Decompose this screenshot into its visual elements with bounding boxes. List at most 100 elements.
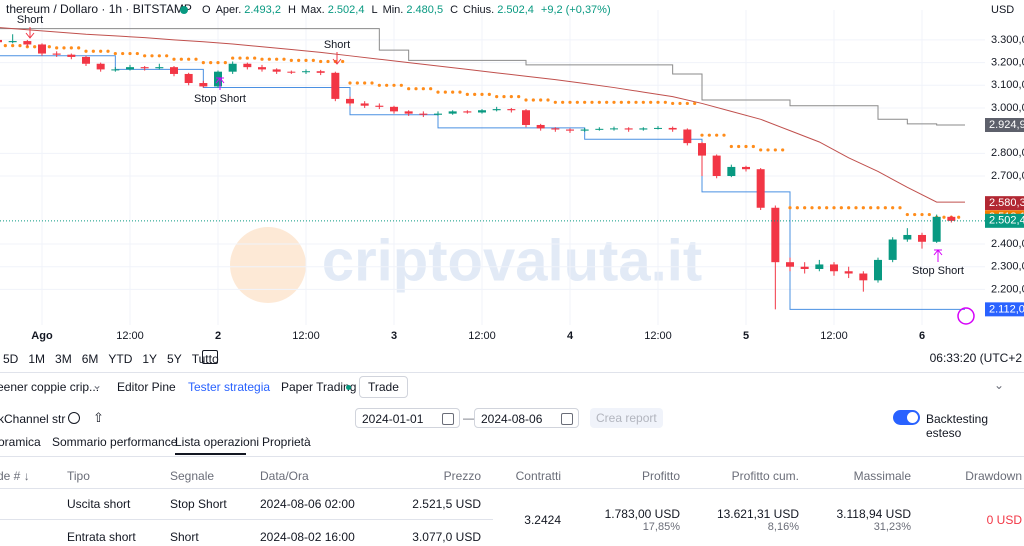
ohlc-text: Min. (383, 4, 404, 16)
date-text: 2024-01-01 (362, 412, 424, 426)
sub-tab[interactable]: Proprietà (262, 435, 311, 449)
stop-dot (590, 100, 594, 104)
stop-dot (561, 100, 565, 104)
tab[interactable]: Paper Trading (281, 380, 357, 394)
cell: 2.521,5 USD (412, 497, 481, 511)
timeframe[interactable]: Tutto (191, 352, 219, 366)
candle-body (844, 271, 853, 274)
stop-dot (788, 206, 792, 210)
timeframe[interactable]: YTD (108, 352, 133, 366)
column-header: Tipo (67, 469, 90, 483)
dash: — (463, 411, 475, 425)
calendar-icon[interactable] (442, 413, 454, 425)
column-header: Profitto cum. (731, 469, 799, 483)
candle-body (214, 71, 222, 87)
stop-dot (810, 206, 814, 210)
candle-body (551, 128, 560, 130)
tab[interactable]: Editor Pine (117, 380, 176, 394)
timeframe[interactable]: 1Y (142, 352, 158, 366)
candle-body (390, 106, 398, 112)
stop-dot (803, 206, 807, 210)
tab-active[interactable]: Tester strategia (188, 380, 271, 394)
sub-tab-active[interactable]: Lista operazioni (175, 435, 260, 449)
column-header: Data/Ora (260, 469, 309, 483)
candle-body (492, 109, 501, 111)
cell: 3.2424 (524, 513, 561, 527)
lower-line (0, 55, 965, 310)
date-to[interactable]: 2024-08-06 (474, 408, 579, 428)
stop-dot (121, 51, 125, 56)
timeframe[interactable]: 5Y (167, 352, 182, 366)
annotation: Short (324, 39, 350, 51)
stop-dot (319, 59, 323, 64)
timeframe[interactable]: 1M (28, 352, 46, 366)
ohlc-text: Aper. (216, 4, 242, 16)
alert-icon[interactable] (957, 307, 975, 325)
candle-body (52, 53, 61, 55)
y-tick-label: 2.700,0 (991, 170, 1024, 182)
chevron[interactable]: ⌄ (92, 378, 103, 392)
tab[interactable]: eener coppie crip... (0, 380, 100, 394)
candle-body (155, 67, 164, 69)
stop-dot (216, 61, 220, 65)
settings-icon[interactable] (68, 412, 80, 424)
x-tick-label: 12:00 (468, 330, 496, 342)
stop-dot (605, 100, 609, 104)
column-header: Drawdown (965, 469, 1022, 483)
share-icon[interactable]: ⇧ (93, 410, 104, 425)
timeframe[interactable]: 5D (3, 352, 19, 366)
candle-body (654, 127, 662, 129)
column-header: Profitto (641, 469, 680, 483)
stop-dot (84, 49, 88, 53)
candle-body (126, 67, 134, 70)
calendar-icon[interactable] (561, 413, 573, 425)
cell: 2024-08-06 02:00 (260, 497, 355, 511)
stop-dot (766, 148, 770, 152)
stop-dot (55, 46, 59, 50)
strategy-name[interactable]: kChannel str (0, 412, 66, 426)
stop-dot (663, 100, 667, 104)
price-badge (985, 213, 1024, 228)
stop-dot (509, 95, 513, 99)
sub-tab[interactable]: Sommario performance (52, 435, 178, 449)
stop-dot (480, 92, 484, 96)
stop-dot (370, 81, 374, 85)
candle-body (419, 113, 428, 115)
candle-body (786, 262, 794, 267)
toggle[interactable] (893, 410, 920, 425)
stop-dot (634, 100, 638, 104)
range-icon[interactable] (202, 350, 218, 364)
candle-body (874, 259, 882, 281)
collapse[interactable]: ⌄ (994, 378, 1005, 392)
candle-body (331, 72, 340, 99)
timeframe[interactable]: 3M (55, 352, 72, 366)
ohlc: O Aper. 2.493,2 H Max. 2.502,4 L Min. 2.480,5 C Ch… (202, 4, 611, 16)
candle-body (947, 216, 956, 221)
candle-body (624, 128, 633, 130)
annotation: Stop Short (912, 265, 964, 277)
date-text: 2024-08-06 (481, 412, 543, 426)
stop-dot (854, 206, 858, 210)
ohlc-text: 2.502,4 (497, 4, 534, 16)
stop-dot (399, 83, 403, 87)
candle-body (536, 124, 545, 129)
ohlc-text: L (371, 4, 377, 16)
cell-pct: 31,23% (873, 521, 911, 533)
x-tick-label: Ago (31, 330, 53, 342)
candle-body (67, 54, 76, 57)
stop-dot (502, 95, 506, 99)
column-header[interactable]: de # ↓ (0, 469, 30, 483)
timeframe[interactable]: 6M (81, 352, 99, 366)
date-from[interactable]: 2024-01-01 (355, 408, 460, 428)
stop-dot (304, 58, 308, 62)
report-button[interactable]: Crea report (590, 408, 663, 428)
candle-body (287, 71, 296, 73)
stop-dot (245, 56, 249, 60)
stop-dot (172, 57, 176, 61)
sub-tab[interactable]: oramica (0, 435, 41, 449)
stop-dot (524, 98, 528, 102)
candle-body (199, 83, 208, 87)
column-header: Contratti (515, 469, 561, 483)
x-tick-label: 4 (567, 330, 574, 342)
trade-button[interactable]: Trade (359, 376, 408, 398)
